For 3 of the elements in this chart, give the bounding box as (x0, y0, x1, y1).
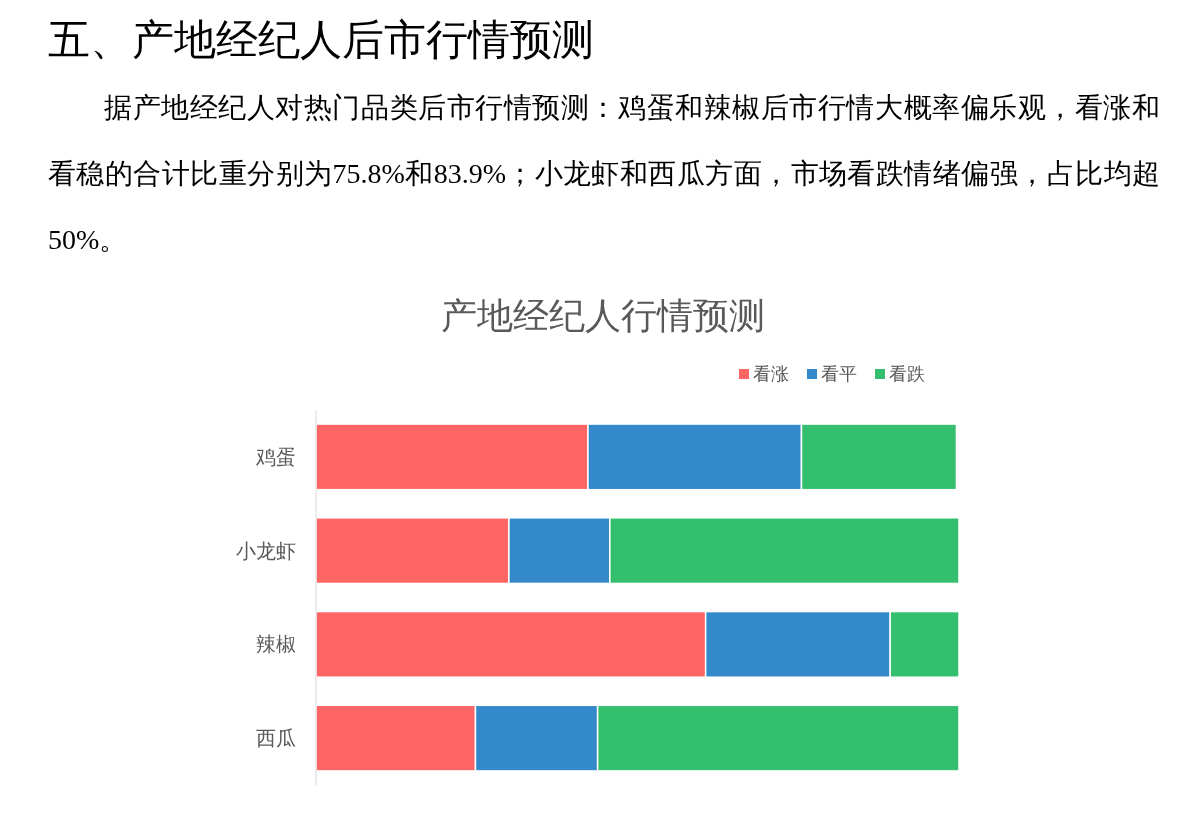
heading: 五、产地经纪人后市行情预测 (48, 19, 594, 61)
title: 产地经纪人行情预测 (441, 295, 765, 336)
paragraph: 据产地经纪人对热门品类后市行情预测：鸡蛋和辣椒后市行情大概率偏乐观，看涨和看稳的合计比重分别为75.8%和83.9%；小龙虾和西瓜方面，市场看跌情绪偏强，占比均超50%。 (48, 91, 1160, 257)
